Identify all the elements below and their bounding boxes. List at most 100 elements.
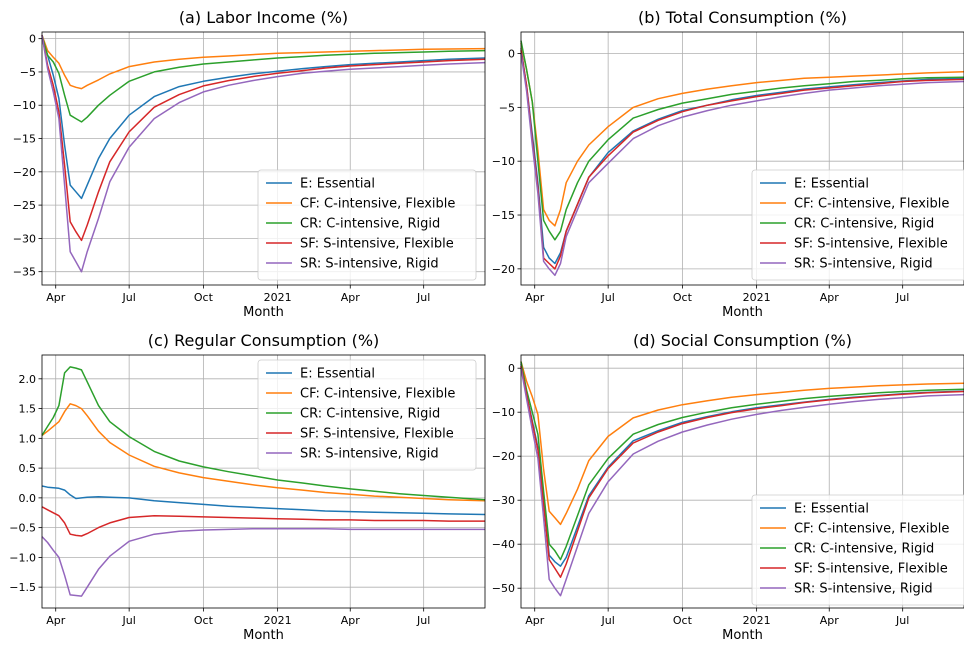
y-tick-label: −10	[492, 155, 515, 168]
axes-frame	[41, 31, 486, 286]
x-tick-label: Jul	[416, 291, 430, 304]
chart-title: (a) Labor Income (%)	[179, 8, 348, 27]
series-line-2	[41, 403, 486, 502]
x-tick-label: Apr	[46, 614, 66, 627]
series-line-1	[41, 35, 486, 200]
x-tick-label: Oct	[194, 291, 214, 304]
series-line-5	[520, 368, 964, 597]
legend-label: CF: C-intensive, Flexible	[794, 197, 949, 212]
x-tick-label: Jul	[895, 291, 909, 304]
legend: E: Essential CF: C-intensive, Flexible CR:…	[257, 169, 477, 281]
x-tick-label: 2021	[264, 291, 292, 304]
legend-label: SF: S-intensive, Flexible	[300, 427, 454, 442]
x-tick-label: 2021	[743, 291, 771, 304]
legend-label: E: Essential	[794, 177, 869, 192]
y-tick-label: 0	[508, 48, 515, 61]
legend: E: Essential CF: C-intensive, Flexible CR:…	[257, 359, 477, 471]
legend-label: SR: S-intensive, Rigid	[794, 582, 933, 597]
y-tick-label: 0	[29, 33, 36, 46]
y-tick-label: −30	[13, 232, 36, 245]
y-tick-label: −10	[492, 406, 515, 419]
x-tick-label: 2021	[264, 614, 292, 627]
x-axis-label: Month	[243, 305, 284, 320]
x-tick-label: Jul	[122, 614, 136, 627]
x-tick-label: Apr	[820, 614, 840, 627]
panel-1: 0 −5 −10 −15 −20 −25 −30 −35 Apr Jul Oct 2021 Apr Jul…	[13, 8, 486, 320]
y-tick-label: −5	[499, 101, 515, 114]
series-line-1	[520, 47, 964, 265]
y-tick-label: −20	[492, 263, 515, 276]
y-tick-label: 0.5	[19, 462, 37, 475]
legend-box	[751, 169, 964, 281]
legend-label: SF: S-intensive, Flexible	[300, 237, 454, 252]
y-tick-label: −1.5	[9, 581, 36, 594]
series-line-3	[520, 40, 964, 241]
series-line-5	[41, 528, 485, 597]
series-line-4	[520, 50, 964, 270]
legend-label: CR: C-intensive, Rigid	[794, 217, 934, 232]
x-tick-label: 2021	[743, 614, 771, 627]
legend-label: SR: S-intensive, Rigid	[300, 257, 439, 272]
chart-title: (c) Regular Consumption (%)	[148, 331, 380, 350]
legend-label: CF: C-intensive, Flexible	[300, 197, 455, 212]
series-line-2	[520, 42, 964, 227]
legend: E: Essential CF: C-intensive, Flexible CR:…	[751, 169, 964, 281]
series-line-5	[41, 35, 486, 273]
x-tick-label: Jul	[601, 291, 615, 304]
legend-label: SR: S-intensive, Rigid	[300, 447, 439, 462]
legend-label: E: Essential	[794, 502, 869, 517]
x-axis-label: Month	[243, 628, 284, 643]
y-tick-label: 0	[508, 362, 515, 375]
series-line-4	[520, 365, 964, 578]
legend-label: E: Essential	[300, 177, 375, 192]
x-tick-label: Jul	[601, 614, 615, 627]
series-line-2	[520, 361, 964, 526]
x-tick-label: Apr	[341, 291, 361, 304]
chart-title: (b) Total Consumption (%)	[638, 8, 847, 27]
y-tick-label: −25	[13, 199, 36, 212]
x-axis-label: Month	[722, 628, 763, 643]
series-line-2	[41, 35, 486, 90]
x-tick-label: Jul	[895, 614, 909, 627]
y-tick-label: 0.0	[19, 492, 37, 505]
series-line-3	[41, 35, 486, 123]
x-tick-label: Apr	[525, 291, 545, 304]
axes-frame	[41, 354, 486, 609]
legend-box	[257, 169, 477, 281]
x-tick-label: Apr	[525, 614, 545, 627]
series-line-1	[41, 485, 486, 516]
y-tick-label: −5	[20, 66, 36, 79]
axes-frame	[520, 354, 964, 609]
series-line-3	[520, 361, 964, 561]
legend-label: CF: C-intensive, Flexible	[300, 387, 455, 402]
y-tick-label: 1.5	[19, 403, 37, 416]
y-tick-label: −20	[492, 450, 515, 463]
x-tick-label: Oct	[673, 291, 693, 304]
legend-label: CF: C-intensive, Flexible	[794, 522, 949, 537]
y-tick-label: −1.0	[9, 551, 36, 564]
legend-label: SR: S-intensive, Rigid	[794, 257, 933, 272]
panel-4: 0 −10 −20 −30 −40 −50 Apr Jul Oct 2021 Apr Jul (d) S…	[492, 331, 964, 643]
x-tick-label: Oct	[194, 614, 214, 627]
x-tick-label: Jul	[416, 614, 430, 627]
y-tick-label: −15	[492, 209, 515, 222]
y-tick-label: −30	[492, 494, 515, 507]
panel-3: 2.0 1.5 1.0 0.5 0.0 −0.5 −1.0 −1.5 Apr Jul Oct 2021…	[9, 331, 486, 643]
y-tick-label: −0.5	[9, 522, 36, 535]
legend-box	[751, 494, 964, 606]
series-line-5	[520, 53, 964, 277]
x-tick-label: Apr	[341, 614, 361, 627]
legend-label: CR: C-intensive, Rigid	[300, 217, 440, 232]
y-tick-label: −50	[492, 582, 515, 595]
y-tick-label: −20	[13, 166, 36, 179]
legend-label: SF: S-intensive, Flexible	[794, 562, 948, 577]
x-tick-label: Apr	[46, 291, 66, 304]
y-tick-label: 1.0	[19, 432, 37, 445]
legend-box	[257, 359, 477, 471]
x-tick-label: Jul	[122, 291, 136, 304]
x-tick-label: Oct	[673, 614, 693, 627]
legend-label: E: Essential	[300, 367, 375, 382]
legend-label: CR: C-intensive, Rigid	[794, 542, 934, 557]
